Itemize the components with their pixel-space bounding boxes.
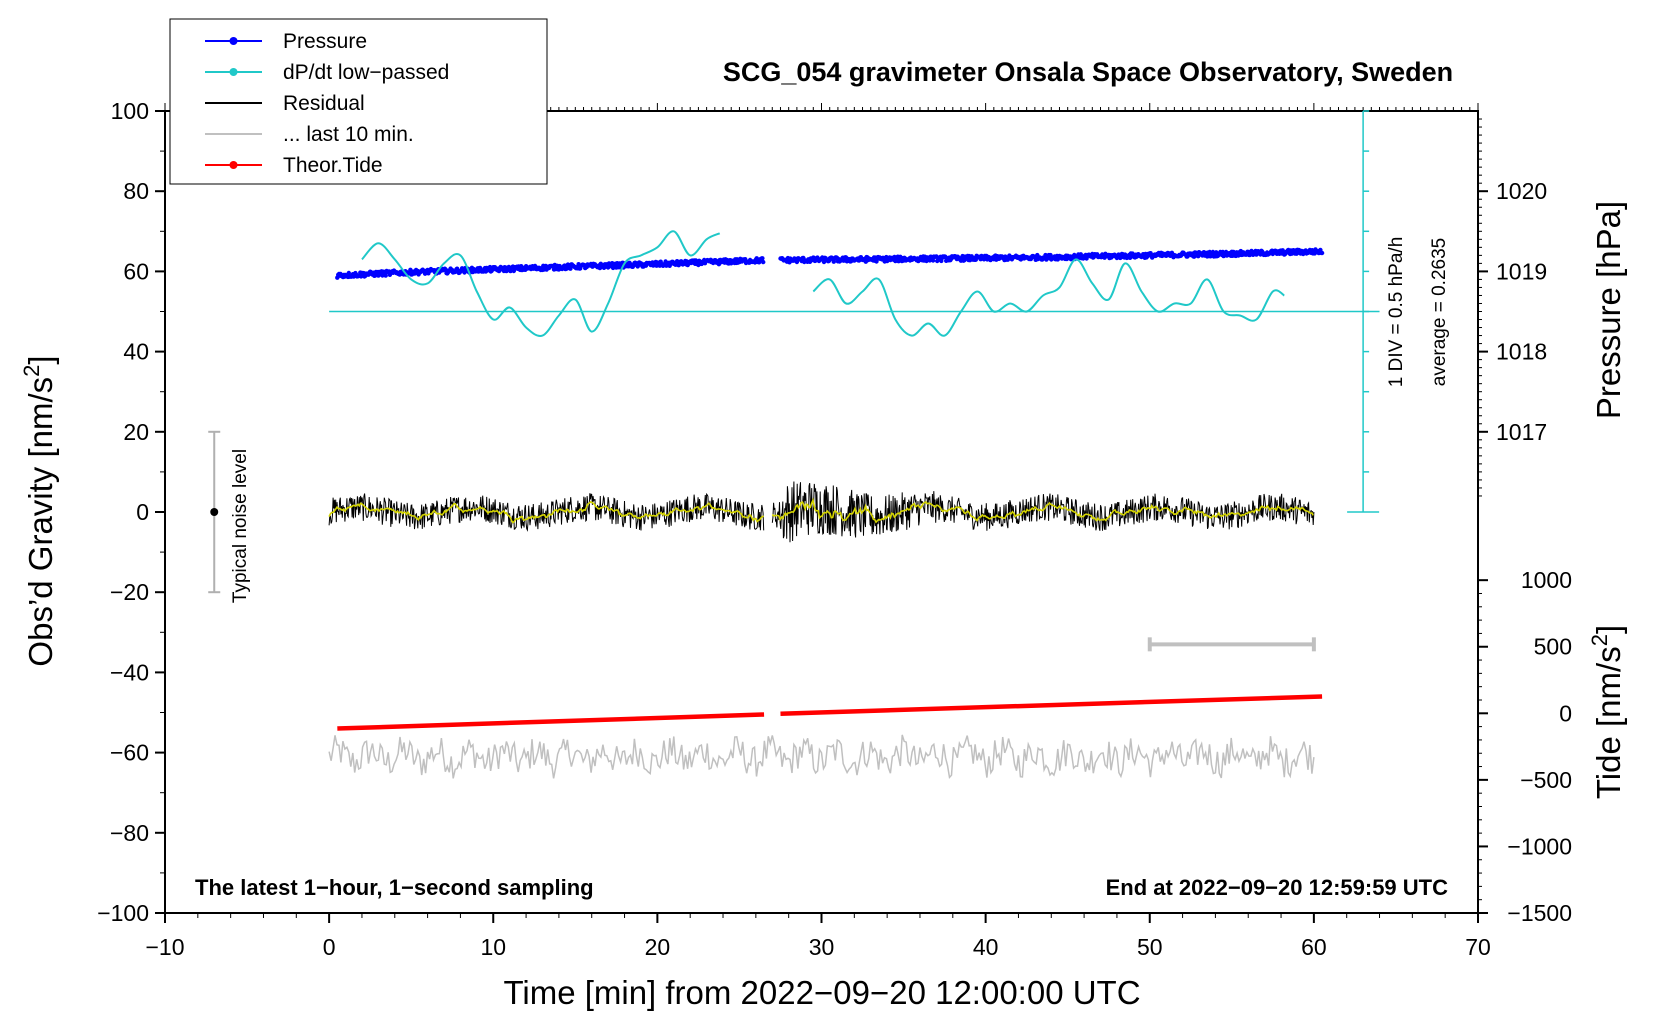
noise-level-label: Typical noise level [230, 449, 251, 603]
x-tick-label: 0 [323, 934, 336, 960]
legend-marker [229, 37, 238, 45]
pressure-tick-label: 1018 [1496, 339, 1547, 365]
tide-line [780, 694, 1323, 716]
residual-smoothed-trace [328, 501, 764, 524]
tide-axis-title: Tide [nm/s2] [1587, 625, 1627, 799]
y-tick-label: −60 [110, 740, 149, 766]
y-tick-label: 60 [123, 258, 149, 284]
legend-label: ... last 10 min. [283, 123, 414, 146]
pressure-point [930, 258, 936, 263]
y-tick-label: 40 [123, 339, 149, 365]
pressure-point [893, 258, 898, 264]
x-tick-label: 60 [1301, 934, 1327, 960]
x-tick-label: 30 [809, 934, 835, 960]
x-tick-label: 70 [1465, 934, 1491, 960]
tide-tick-labels: 1000 500 0 −500 −1000 −1500 [1507, 567, 1572, 926]
pressure-point [761, 259, 766, 265]
axis-ticks [155, 103, 1488, 923]
y-tick-label: 20 [123, 419, 149, 445]
series-layer [208, 110, 1380, 780]
legend-label: Pressure [283, 30, 367, 53]
x-tick-label: −10 [145, 934, 184, 960]
y-tick-label: 0 [136, 499, 149, 525]
x-tick-labels: −10 0 10 20 30 40 50 60 70 [145, 934, 1490, 960]
tide-tick-label: 500 [1534, 634, 1572, 660]
pressure-point [568, 266, 573, 271]
tide-tick-label: 1000 [1521, 567, 1572, 593]
residual-smoothed-trace [771, 497, 1314, 524]
tide-line [337, 712, 765, 731]
legend: Pressure dP/dt low−passed Residual ... last… [169, 18, 548, 185]
x-tick-label: 20 [645, 934, 671, 960]
pressure-tick-label: 1019 [1496, 258, 1547, 284]
scale-bar-div-label: 1 DIV = 0.5 hPa/h [1386, 237, 1407, 388]
y-axis-title-left: Obs’d Gravity [nm/s2] [19, 355, 59, 666]
dpdt-line [812, 258, 1285, 337]
pressure-point [383, 273, 388, 278]
residual-trace [771, 481, 1315, 543]
pressure-point [760, 256, 765, 261]
y-tick-label: −100 [97, 900, 149, 926]
x-tick-label: 50 [1137, 934, 1163, 960]
tide-tick-label: −1000 [1507, 833, 1572, 859]
pressure-tick-label: 1020 [1496, 178, 1547, 204]
pressure-axis-title: Pressure [hPa] [1590, 201, 1627, 419]
y-tick-label: −80 [110, 820, 149, 846]
scale-bar-average-label: average = 0.2635 [1429, 238, 1450, 386]
legend-marker [229, 161, 238, 169]
bottom-left-note: The latest 1−hour, 1−second sampling [195, 875, 594, 900]
pressure-point [874, 259, 879, 264]
tide-tick-label: −500 [1520, 767, 1572, 793]
y-tick-label: −40 [110, 659, 149, 685]
tide-axis-title-sup: 2 [1587, 634, 1612, 646]
legend-box [169, 18, 548, 185]
chart-title: SCG_054 gravimeter Onsala Space Observat… [723, 57, 1453, 87]
pressure-point [508, 268, 513, 274]
legend-label: dP/dt low−passed [283, 61, 449, 84]
y-tick-label: −20 [110, 579, 149, 605]
residual-trace [328, 492, 765, 532]
legend-label: Residual [283, 92, 365, 115]
dpdt-line [361, 230, 721, 338]
pressure-point [1319, 250, 1325, 256]
pressure-point [346, 270, 351, 276]
x-tick-label: 40 [973, 934, 999, 960]
bottom-right-note: End at 2022−09−20 12:59:59 UTC [1106, 875, 1449, 900]
pressure-tick-label: 1017 [1496, 419, 1547, 445]
y-tick-label: 80 [123, 178, 149, 204]
tide-tick-label: 0 [1559, 700, 1572, 726]
pressure-tick-labels: 1020 1019 1018 1017 [1496, 178, 1547, 445]
noise-bar-center [210, 508, 219, 516]
y-tick-label: 100 [111, 98, 149, 124]
y-axis-title-left-sup: 2 [19, 365, 44, 377]
legend-label: Theor.Tide [283, 154, 383, 177]
x-axis-title: Time [min] from 2022−09−20 12:00:00 UTC [503, 974, 1140, 1011]
last-10-min-trace [328, 734, 1315, 780]
y-tick-labels: 100 80 60 40 20 0 −20 −40 −60 −80 −100 [97, 98, 149, 926]
tide-tick-label: −1500 [1507, 900, 1572, 926]
x-tick-label: 10 [480, 934, 506, 960]
legend-marker [229, 68, 238, 76]
